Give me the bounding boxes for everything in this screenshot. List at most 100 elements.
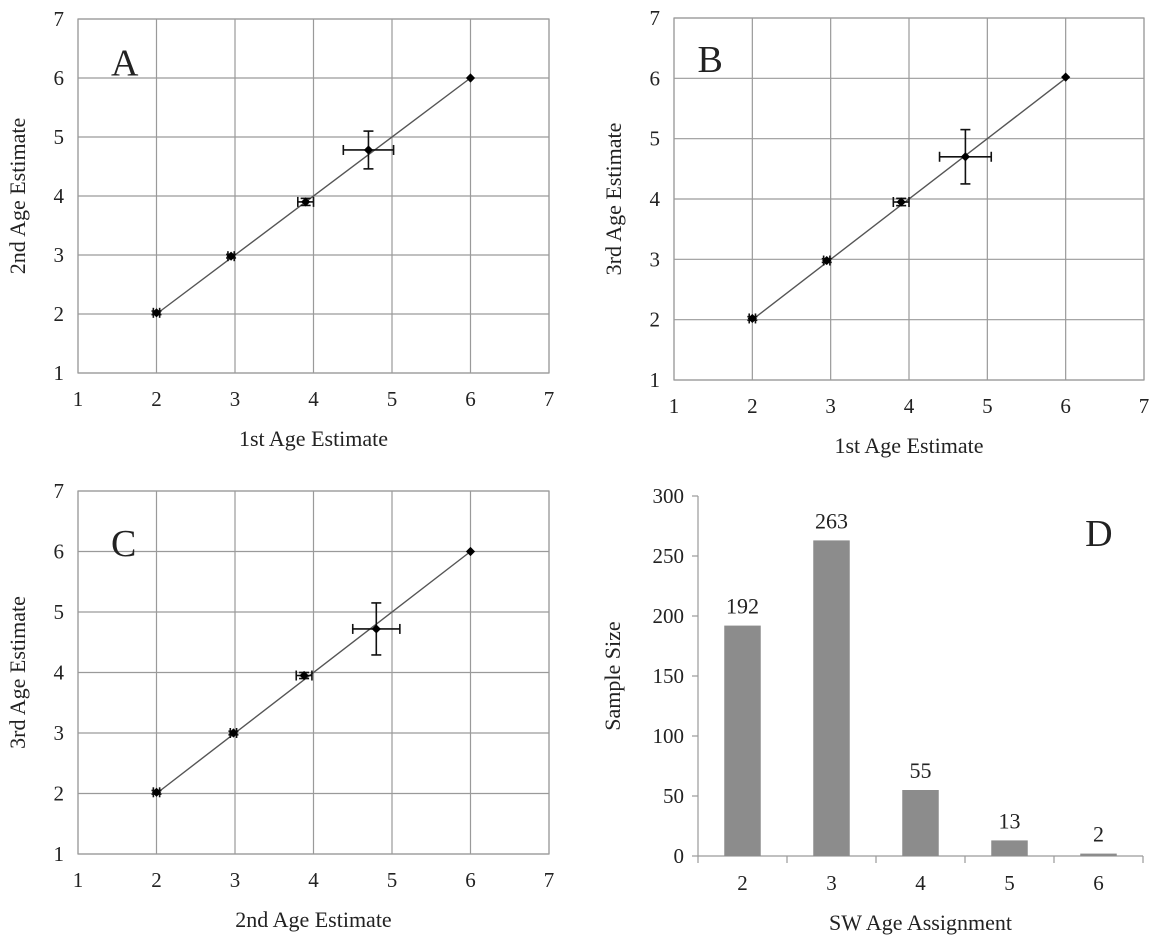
data-point (228, 728, 239, 738)
x-tick-label: 1 (669, 394, 680, 418)
y-tick-label: 6 (650, 66, 661, 90)
y-tick-label: 200 (653, 604, 685, 628)
y-tick-label: 300 (653, 484, 685, 508)
point-marker (465, 73, 476, 83)
y-tick-label: 5 (650, 127, 661, 151)
x-axis-label: 1st Age Estimate (239, 426, 388, 451)
panel-d: 0 50 100 150 200 250 300 192 2 263 3 55 4 13 5 2 6 SW Age… (600, 484, 1144, 935)
bar-data-label: 13 (999, 808, 1021, 833)
panel-label: D (1085, 513, 1112, 555)
data-point (938, 128, 993, 185)
bar-data-label: 2 (1093, 822, 1104, 847)
data-point (295, 670, 313, 681)
y-tick-label: 6 (54, 66, 65, 90)
x-tick-label: 6 (465, 387, 476, 411)
bar (813, 540, 850, 856)
x-tick-label: 6 (1060, 394, 1071, 418)
x-tick-label: 2 (151, 868, 162, 892)
y-tick-label: 3 (54, 721, 65, 745)
x-tick-label: 2 (747, 394, 758, 418)
y-tick-label: 1 (54, 361, 65, 385)
y-tick-label: 7 (650, 6, 661, 30)
y-tick-label: 1 (54, 842, 65, 866)
x-axis-label: SW Age Assignment (829, 910, 1012, 935)
point-marker (747, 313, 757, 324)
y-tick-label: 2 (54, 782, 65, 806)
bar (991, 840, 1028, 856)
y-tick-label: 6 (54, 540, 65, 564)
y-tick-label: 7 (54, 7, 65, 31)
x-tick-label: 3 (230, 868, 241, 892)
panel-a: 1 2 3 4 5 6 7 1 2 3 4 5 6 7 1st Age Estimate 2nd Age Es… (5, 7, 554, 451)
y-tick-label: 100 (653, 724, 685, 748)
data-point (226, 251, 237, 262)
x-tick-label: 3 (826, 871, 837, 895)
point-marker (822, 255, 832, 266)
x-tick-label: 2 (151, 387, 162, 411)
point-marker (228, 728, 239, 738)
y-tick-label: 4 (650, 187, 661, 211)
x-tick-label: 5 (1004, 871, 1015, 895)
data-point (892, 197, 910, 208)
bar-data-label: 55 (910, 758, 932, 783)
y-tick-label: 5 (54, 125, 65, 149)
x-tick-label: 7 (544, 387, 555, 411)
y-tick-label: 150 (653, 664, 685, 688)
y-tick-label: 5 (54, 600, 65, 624)
point-marker (299, 670, 309, 681)
y-tick-label: 50 (663, 784, 684, 808)
trend-line (156, 77, 471, 315)
data-point (351, 602, 401, 656)
y-tick-label: 1 (650, 368, 661, 392)
plot-frame (77, 490, 550, 855)
data-point (296, 196, 315, 207)
x-tick-label: 4 (904, 394, 915, 418)
data-point (821, 255, 832, 266)
y-tick-label: 7 (54, 479, 65, 503)
y-axis-label: Sample Size (600, 621, 625, 730)
point-marker (151, 787, 162, 797)
y-tick-label: 2 (650, 308, 661, 332)
data-point (747, 313, 758, 324)
y-axis-label: 3rd Age Estimate (601, 123, 626, 276)
data-point (465, 73, 476, 83)
plot-frame (673, 17, 1145, 381)
data-point (151, 307, 162, 318)
bar (902, 790, 939, 856)
point-marker (465, 546, 476, 557)
y-tick-label: 4 (54, 661, 65, 685)
data-point (151, 787, 162, 798)
x-tick-label: 3 (825, 394, 836, 418)
x-tick-label: 5 (387, 387, 398, 411)
point-marker (363, 145, 374, 155)
panel-b: 1 2 3 4 5 6 7 1 2 3 4 5 6 7 1st Age Estimate 3rd Age Es… (601, 6, 1149, 458)
x-tick-label: 1 (73, 868, 84, 892)
point-marker (896, 197, 906, 207)
x-tick-label: 7 (1139, 394, 1150, 418)
y-tick-label: 4 (54, 184, 65, 208)
trend-line (156, 550, 471, 795)
point-marker (301, 197, 311, 207)
bar (724, 625, 761, 856)
y-tick-label: 3 (650, 247, 661, 271)
panel-label: C (111, 523, 136, 565)
data-point (465, 546, 476, 557)
y-tick-label: 3 (54, 243, 65, 267)
y-tick-label: 2 (54, 302, 65, 326)
x-axis-label: 1st Age Estimate (834, 433, 983, 458)
point-marker (371, 624, 381, 634)
x-tick-label: 3 (230, 387, 241, 411)
x-tick-label: 6 (1093, 871, 1104, 895)
bar-data-label: 263 (815, 508, 848, 533)
x-tick-label: 4 (308, 868, 319, 892)
x-tick-label: 5 (387, 868, 398, 892)
x-tick-label: 5 (982, 394, 993, 418)
data-point (342, 130, 395, 170)
panel-c: 1 2 3 4 5 6 7 1 2 3 4 5 6 7 2nd Age Estimate 3rd Age Es… (5, 479, 554, 932)
y-axis-label: 2nd Age Estimate (5, 118, 30, 274)
x-tick-label: 4 (308, 387, 319, 411)
x-axis-label: 2nd Age Estimate (235, 907, 391, 932)
point-marker (960, 152, 970, 162)
panel-label: B (698, 39, 723, 81)
